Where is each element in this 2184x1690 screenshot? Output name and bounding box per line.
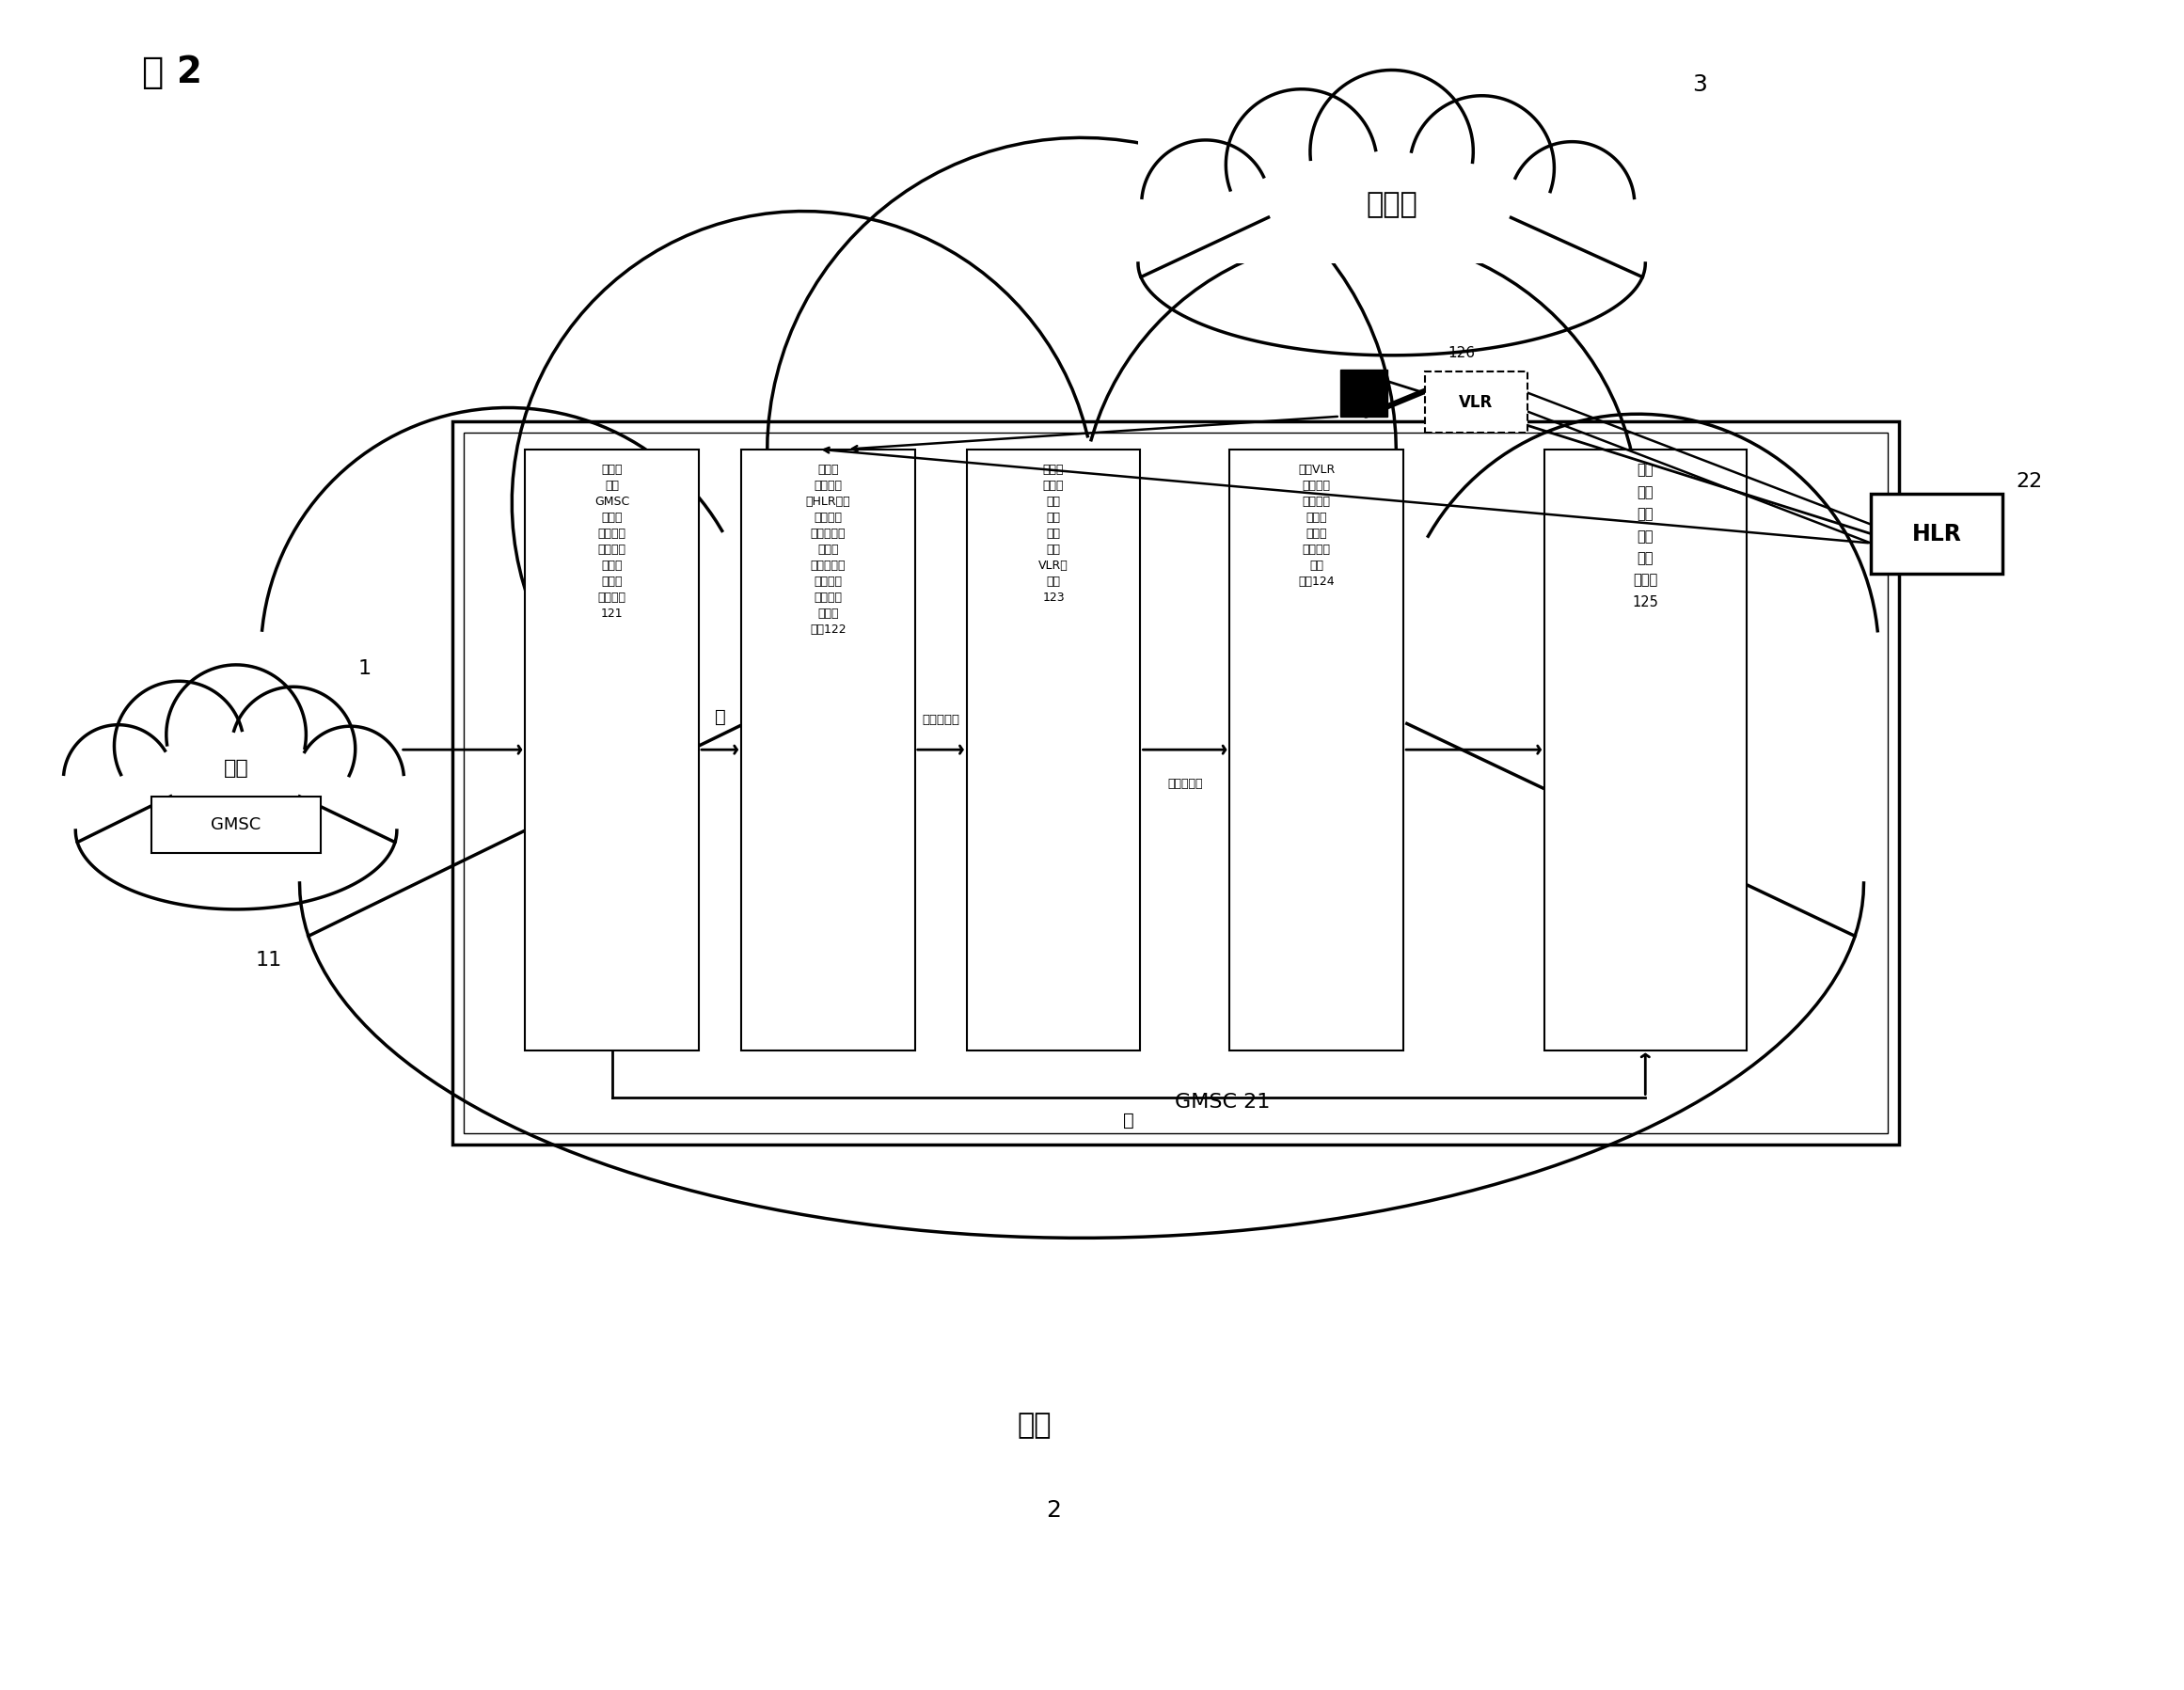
Circle shape [511, 211, 1096, 794]
Circle shape [232, 686, 356, 811]
Ellipse shape [1138, 171, 1645, 355]
Bar [463, 433, 1887, 1132]
Circle shape [1509, 142, 1634, 267]
Text: 进行
传统
被叫
流程
处理
的部件
125: 进行 传统 被叫 流程 处理 的部件 125 [1631, 463, 1658, 610]
Text: 本网: 本网 [1018, 1413, 1053, 1440]
Text: 无智能业务: 无智能业务 [1168, 777, 1203, 791]
Circle shape [511, 211, 1096, 794]
Text: VLR: VLR [1459, 394, 1494, 411]
Text: 向主叫
用户编码
的HLR查询
主叫号码
是否有智能
业务且
如果有的话
调取用户
智能签约
信息的
部件122: 向主叫 用户编码 的HLR查询 主叫号码 是否有智能 业务且 如果有的话 调取用… [806, 463, 850, 635]
Bar [1424, 372, 1529, 433]
Text: 外网: 外网 [223, 759, 249, 777]
Bar [1138, 93, 1645, 264]
Bar [524, 450, 699, 1049]
Bar [1544, 450, 1747, 1049]
Text: GMSC: GMSC [212, 816, 262, 833]
Circle shape [1225, 90, 1378, 240]
Circle shape [260, 407, 756, 902]
Circle shape [297, 727, 404, 833]
Text: 22: 22 [2016, 472, 2042, 490]
Circle shape [1081, 237, 1638, 794]
Text: 是: 是 [714, 708, 725, 727]
Circle shape [1409, 96, 1555, 240]
Circle shape [767, 137, 1396, 766]
Bar [740, 450, 915, 1049]
Ellipse shape [76, 752, 397, 909]
Bar [968, 450, 1140, 1049]
Circle shape [166, 664, 306, 804]
Bar [452, 421, 1898, 1144]
Circle shape [767, 137, 1396, 766]
Circle shape [166, 664, 306, 804]
Circle shape [1142, 140, 1269, 269]
Circle shape [1310, 69, 1474, 233]
Circle shape [1398, 414, 1878, 896]
Circle shape [114, 681, 245, 811]
Text: 1: 1 [358, 659, 371, 678]
Circle shape [297, 727, 404, 833]
Text: 将调取
的用户
智能
签约
信息
插入
VLR的
部件
123: 将调取 的用户 智能 签约 信息 插入 VLR的 部件 123 [1040, 463, 1068, 603]
Text: 智能网: 智能网 [1365, 191, 1417, 218]
Circle shape [1310, 69, 1474, 233]
Circle shape [1142, 140, 1269, 269]
Bar [1230, 450, 1404, 1049]
Text: HLR: HLR [1911, 522, 1961, 544]
Text: 对于从
外网
GMSC
进入的
呼叫判断
主叫号码
是否是
本网号
簸的部件
121: 对于从 外网 GMSC 进入的 呼叫判断 主叫号码 是否是 本网号 簸的部件 1… [594, 463, 629, 620]
Circle shape [114, 681, 245, 811]
Bar [76, 684, 397, 830]
Text: 有智能业务: 有智能业务 [922, 713, 959, 727]
Text: 11: 11 [256, 950, 282, 970]
Circle shape [1509, 142, 1634, 267]
Ellipse shape [299, 527, 1863, 1239]
Text: 否: 否 [1123, 1112, 1133, 1129]
Bar [1341, 370, 1387, 416]
Circle shape [232, 686, 356, 811]
Circle shape [1409, 96, 1555, 240]
Circle shape [1081, 237, 1638, 794]
Text: 3: 3 [1693, 74, 1708, 96]
Circle shape [63, 725, 173, 835]
Bar [151, 796, 321, 853]
Circle shape [260, 407, 756, 902]
Text: 图 2: 图 2 [142, 54, 203, 91]
Circle shape [1225, 90, 1378, 240]
Text: 2: 2 [1046, 1499, 1061, 1521]
Bar [1872, 493, 2003, 573]
Text: 126: 126 [1448, 346, 1476, 360]
Text: 基据VLR
中存储的
智能签约
信息的
智能用
触发智能
业务
部件124: 基据VLR 中存储的 智能签约 信息的 智能用 触发智能 业务 部件124 [1297, 463, 1334, 588]
Circle shape [63, 725, 173, 835]
Text: GMSC 21: GMSC 21 [1175, 1092, 1271, 1112]
Circle shape [1398, 414, 1878, 896]
Bar [299, 223, 1863, 884]
